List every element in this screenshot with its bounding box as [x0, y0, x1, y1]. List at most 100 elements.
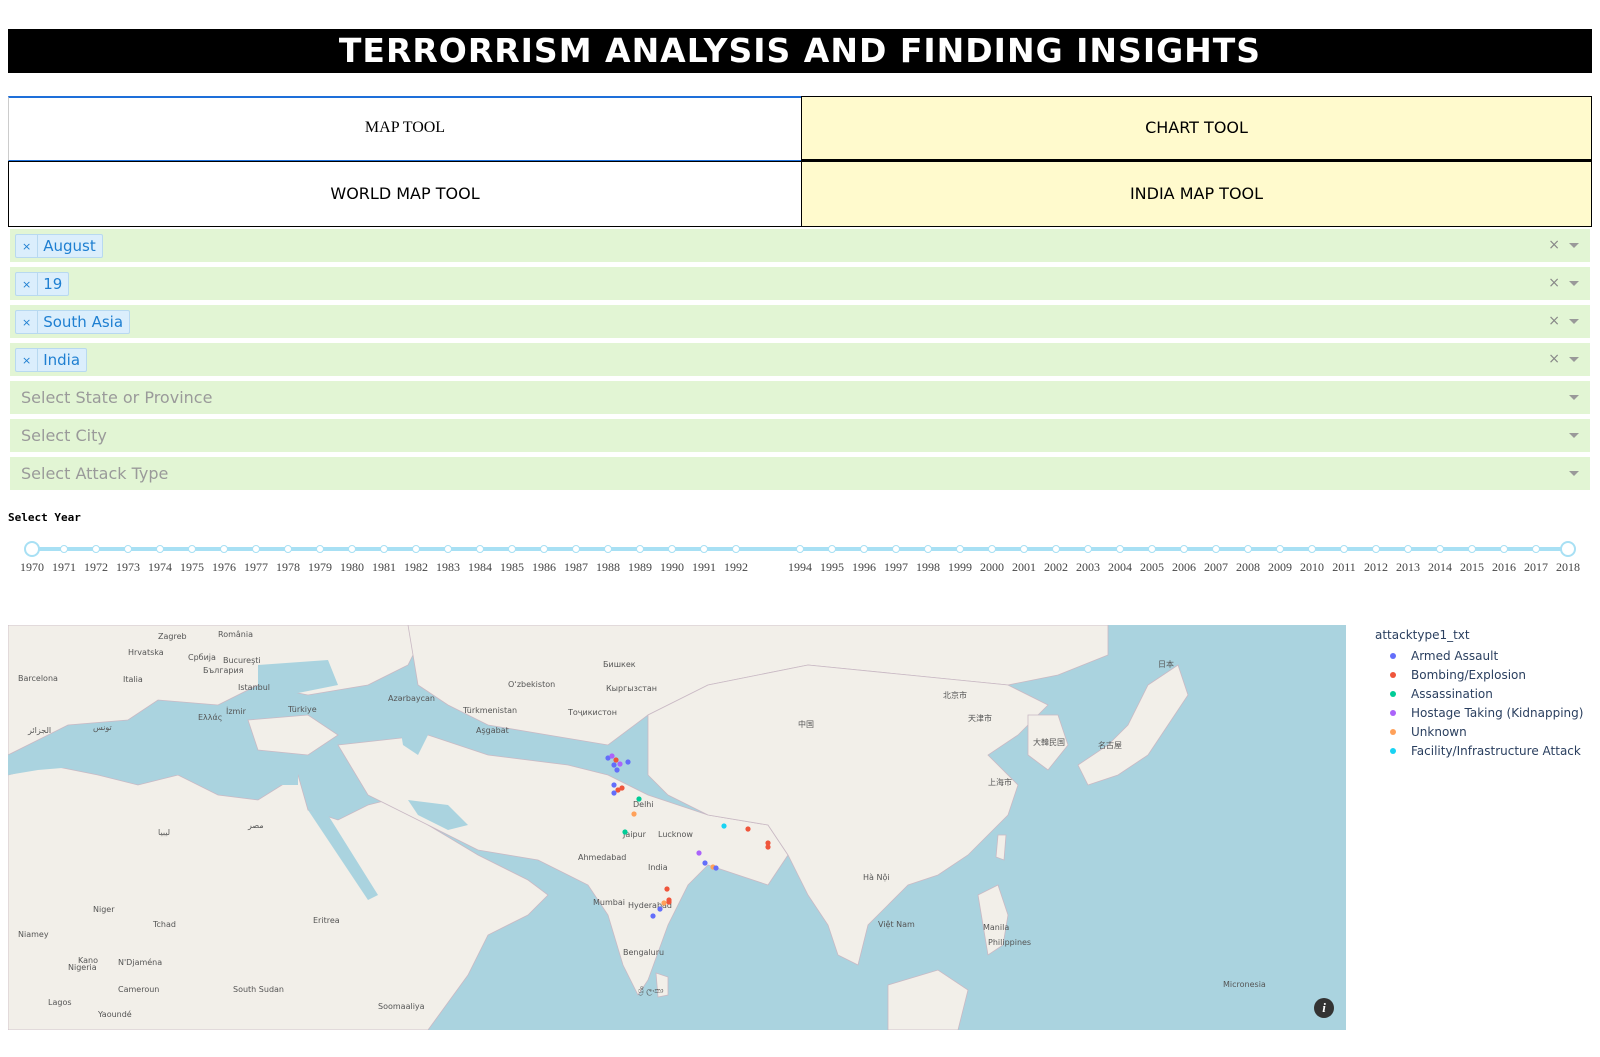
india-attack-map[interactable]: Zagreb România Bucureşti Hrvatska Србија Бълг…	[8, 625, 1346, 1030]
attack-point[interactable]	[636, 796, 642, 802]
attack-point[interactable]	[666, 899, 672, 905]
year-slider-min-handle[interactable]	[24, 541, 40, 557]
attack-point[interactable]	[625, 759, 631, 765]
year-slider-tick[interactable]	[1244, 545, 1252, 553]
year-slider-tick[interactable]	[924, 545, 932, 553]
tab-world-map-tool[interactable]: WORLD MAP TOOL	[8, 161, 801, 227]
attack-point[interactable]	[613, 757, 619, 763]
attack-point[interactable]	[696, 850, 702, 856]
year-slider-tick[interactable]	[508, 545, 516, 553]
chevron-down-icon[interactable]	[1569, 357, 1579, 362]
remove-day-icon[interactable]: ×	[16, 273, 39, 295]
attack-point[interactable]	[611, 762, 617, 768]
month-dropdown[interactable]: × August ×	[10, 229, 1590, 262]
year-slider-tick[interactable]	[444, 545, 452, 553]
year-slider-tick[interactable]	[1436, 545, 1444, 553]
year-slider-tick[interactable]	[220, 545, 228, 553]
tab-map-tool[interactable]: MAP TOOL	[8, 96, 801, 161]
year-slider-tick[interactable]	[252, 545, 260, 553]
attack-point[interactable]	[661, 900, 667, 906]
year-slider-tick[interactable]	[348, 545, 356, 553]
year-slider-tick[interactable]	[988, 545, 996, 553]
legend-item[interactable]: Assassination	[1375, 684, 1583, 703]
attack-point[interactable]	[765, 840, 771, 846]
attack-type-dropdown[interactable]: Select Attack Type	[10, 457, 1590, 490]
legend-item[interactable]: Bombing/Explosion	[1375, 665, 1583, 684]
year-slider-tick[interactable]	[476, 545, 484, 553]
chevron-down-icon[interactable]	[1569, 319, 1579, 324]
chevron-down-icon[interactable]	[1569, 243, 1579, 248]
year-slider-tick[interactable]	[796, 545, 804, 553]
year-slider-tick[interactable]	[316, 545, 324, 553]
year-slider-tick[interactable]	[860, 545, 868, 553]
year-slider-tick[interactable]	[732, 545, 740, 553]
chevron-down-icon[interactable]	[1569, 433, 1579, 438]
attack-point[interactable]	[702, 860, 708, 866]
clear-month-icon[interactable]: ×	[1548, 237, 1560, 253]
attack-point[interactable]	[745, 826, 751, 832]
attack-point[interactable]	[611, 782, 617, 788]
clear-day-icon[interactable]: ×	[1548, 275, 1560, 291]
region-dropdown[interactable]: × South Asia ×	[10, 305, 1590, 338]
attack-point[interactable]	[609, 753, 615, 759]
attack-point[interactable]	[657, 906, 663, 912]
year-slider-tick[interactable]	[1372, 545, 1380, 553]
year-slider-tick[interactable]	[828, 545, 836, 553]
country-dropdown[interactable]: × India ×	[10, 343, 1590, 376]
remove-region-icon[interactable]: ×	[16, 311, 39, 333]
year-slider-tick[interactable]	[892, 545, 900, 553]
year-slider-tick[interactable]	[1212, 545, 1220, 553]
year-slider-tick[interactable]	[1404, 545, 1412, 553]
legend-item[interactable]: Facility/Infrastructure Attack	[1375, 741, 1583, 760]
attack-point[interactable]	[650, 913, 656, 919]
state-dropdown[interactable]: Select State or Province	[10, 381, 1590, 414]
year-slider-tick[interactable]	[1052, 545, 1060, 553]
tab-chart-tool[interactable]: CHART TOOL	[801, 96, 1592, 161]
year-slider-tick[interactable]	[668, 545, 676, 553]
attack-point[interactable]	[611, 790, 617, 796]
year-slider-tick[interactable]	[1116, 545, 1124, 553]
year-slider-tick[interactable]	[188, 545, 196, 553]
year-slider-tick[interactable]	[412, 545, 420, 553]
year-slider-tick[interactable]	[700, 545, 708, 553]
year-slider-tick[interactable]	[60, 545, 68, 553]
city-dropdown[interactable]: Select City	[10, 419, 1590, 452]
legend-item[interactable]: Unknown	[1375, 722, 1583, 741]
tab-india-map-tool[interactable]: INDIA MAP TOOL	[801, 161, 1592, 227]
year-slider-tick[interactable]	[156, 545, 164, 553]
remove-month-icon[interactable]: ×	[16, 235, 39, 257]
attack-point[interactable]	[619, 785, 625, 791]
remove-country-icon[interactable]: ×	[16, 349, 39, 371]
year-slider-max-handle[interactable]	[1560, 541, 1576, 557]
attack-point[interactable]	[664, 886, 670, 892]
chevron-down-icon[interactable]	[1569, 471, 1579, 476]
year-slider-tick[interactable]	[636, 545, 644, 553]
chevron-down-icon[interactable]	[1569, 395, 1579, 400]
year-slider-tick[interactable]	[1148, 545, 1156, 553]
attack-point[interactable]	[622, 829, 628, 835]
legend-item[interactable]: Hostage Taking (Kidnapping)	[1375, 703, 1583, 722]
chevron-down-icon[interactable]	[1569, 281, 1579, 286]
year-slider-tick[interactable]	[540, 545, 548, 553]
info-icon[interactable]: i	[1314, 998, 1334, 1018]
clear-country-icon[interactable]: ×	[1548, 351, 1560, 367]
legend-item[interactable]: Armed Assault	[1375, 646, 1583, 665]
year-slider-tick[interactable]	[1084, 545, 1092, 553]
attack-point[interactable]	[617, 761, 623, 767]
year-slider-tick[interactable]	[284, 545, 292, 553]
clear-region-icon[interactable]: ×	[1548, 313, 1560, 329]
attack-point[interactable]	[615, 787, 621, 793]
year-slider-tick[interactable]	[1468, 545, 1476, 553]
year-slider-tick[interactable]	[604, 545, 612, 553]
attack-point[interactable]	[765, 844, 771, 850]
day-dropdown[interactable]: × 19 ×	[10, 267, 1590, 300]
year-slider-tick[interactable]	[380, 545, 388, 553]
attack-point[interactable]	[713, 865, 719, 871]
attack-point[interactable]	[631, 811, 637, 817]
year-slider-tick[interactable]	[1276, 545, 1284, 553]
year-slider-tick[interactable]	[1532, 545, 1540, 553]
year-slider-tick[interactable]	[1340, 545, 1348, 553]
year-slider-tick[interactable]	[1180, 545, 1188, 553]
attack-point[interactable]	[721, 823, 727, 829]
year-slider-tick[interactable]	[1500, 545, 1508, 553]
